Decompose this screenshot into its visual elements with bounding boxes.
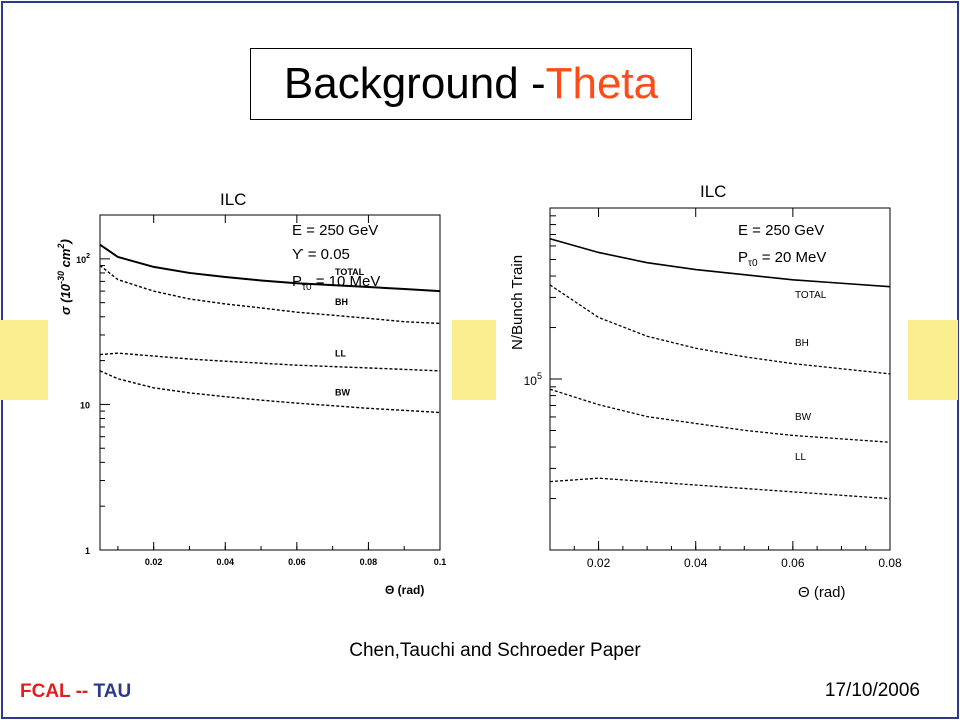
series-line-ll — [549, 477, 891, 500]
paper-caption: Chen,Tauchi and Schroeder Paper — [349, 640, 641, 661]
series-label-bh: BH — [335, 297, 348, 307]
title-prefix: Background - — [283, 59, 546, 108]
plot-frame — [549, 207, 891, 551]
bunch-train-chart: 0.02 0.04 0.06 0.08 105 TOTAL BH BW LL ILC E = 250… — [509, 182, 902, 601]
plot-frame — [99, 214, 441, 551]
series-label-bw: BW — [795, 412, 812, 423]
slide-title: Background - Theta — [250, 48, 692, 120]
x-tick-label: 0.02 — [145, 557, 163, 567]
series-line-bh — [99, 264, 441, 325]
x-axis-label: Θ (rad) — [385, 583, 424, 597]
footer-group: FCAL -- TAU — [20, 681, 131, 703]
x-tick-label: 0.08 — [360, 557, 378, 567]
annotation-energy: E = 250 GeV — [292, 222, 378, 239]
series-label-total: TOTAL — [795, 290, 827, 301]
y-tick-label: 102 — [76, 253, 90, 265]
chart-title: ILC — [220, 190, 246, 209]
x-tick-label: 0.02 — [587, 556, 611, 570]
annotation-ptau: Pτ0 = 10 MeV — [292, 273, 380, 293]
y-tick-label: 1 — [85, 546, 90, 556]
x-tick-label: 0.04 — [684, 556, 708, 570]
series-line-total — [99, 243, 441, 293]
x-tick-label: 0.06 — [781, 556, 805, 570]
annotation-energy: E = 250 GeV — [738, 222, 824, 239]
x-tick-label: 0.06 — [288, 557, 306, 567]
series-line-bw — [99, 370, 441, 414]
y-tick-label: 10 — [80, 400, 90, 410]
yellow-block-left — [0, 320, 48, 400]
x-tick-label: 0.04 — [216, 557, 234, 567]
title-accent: Theta — [545, 59, 659, 108]
x-tick-label: 0.08 — [878, 556, 902, 570]
series-line-ll — [99, 352, 441, 372]
series-line-total — [549, 238, 891, 288]
x-tick-label: 0.1 — [434, 557, 447, 567]
chart-title: ILC — [700, 182, 726, 201]
yellow-block-right — [908, 320, 958, 400]
y-tick-label: 105 — [524, 371, 542, 388]
series-label-ll: LL — [795, 452, 807, 463]
series-line-bw — [549, 388, 891, 443]
x-axis-label: Θ (rad) — [798, 584, 846, 601]
annotation-upsilon: ϒ = 0.05 — [292, 246, 350, 263]
series-label-ll: LL — [335, 349, 346, 359]
series-line-bh — [549, 284, 891, 375]
series-label-bw: BW — [335, 388, 350, 398]
annotation-ptau: Pτ0 = 20 MeV — [738, 249, 826, 269]
footer-sep: -- — [70, 681, 94, 702]
footer-fcal: FCAL — [20, 681, 71, 702]
footer-tau: TAU — [93, 681, 132, 702]
yellow-block-middle — [452, 320, 496, 400]
series-label-total: TOTAL — [335, 267, 365, 277]
series-label-bh: BH — [795, 338, 809, 349]
y-axis-label: σ (10-30 cm2) — [56, 239, 73, 315]
y-axis-label: N/Bunch Train — [509, 255, 526, 350]
footer-date: 17/10/2006 — [824, 680, 920, 701]
cross-section-chart: 0.02 0.04 0.06 0.08 0.1 1 10 102 TOTAL BH LL BW ILC E… — [56, 190, 447, 597]
